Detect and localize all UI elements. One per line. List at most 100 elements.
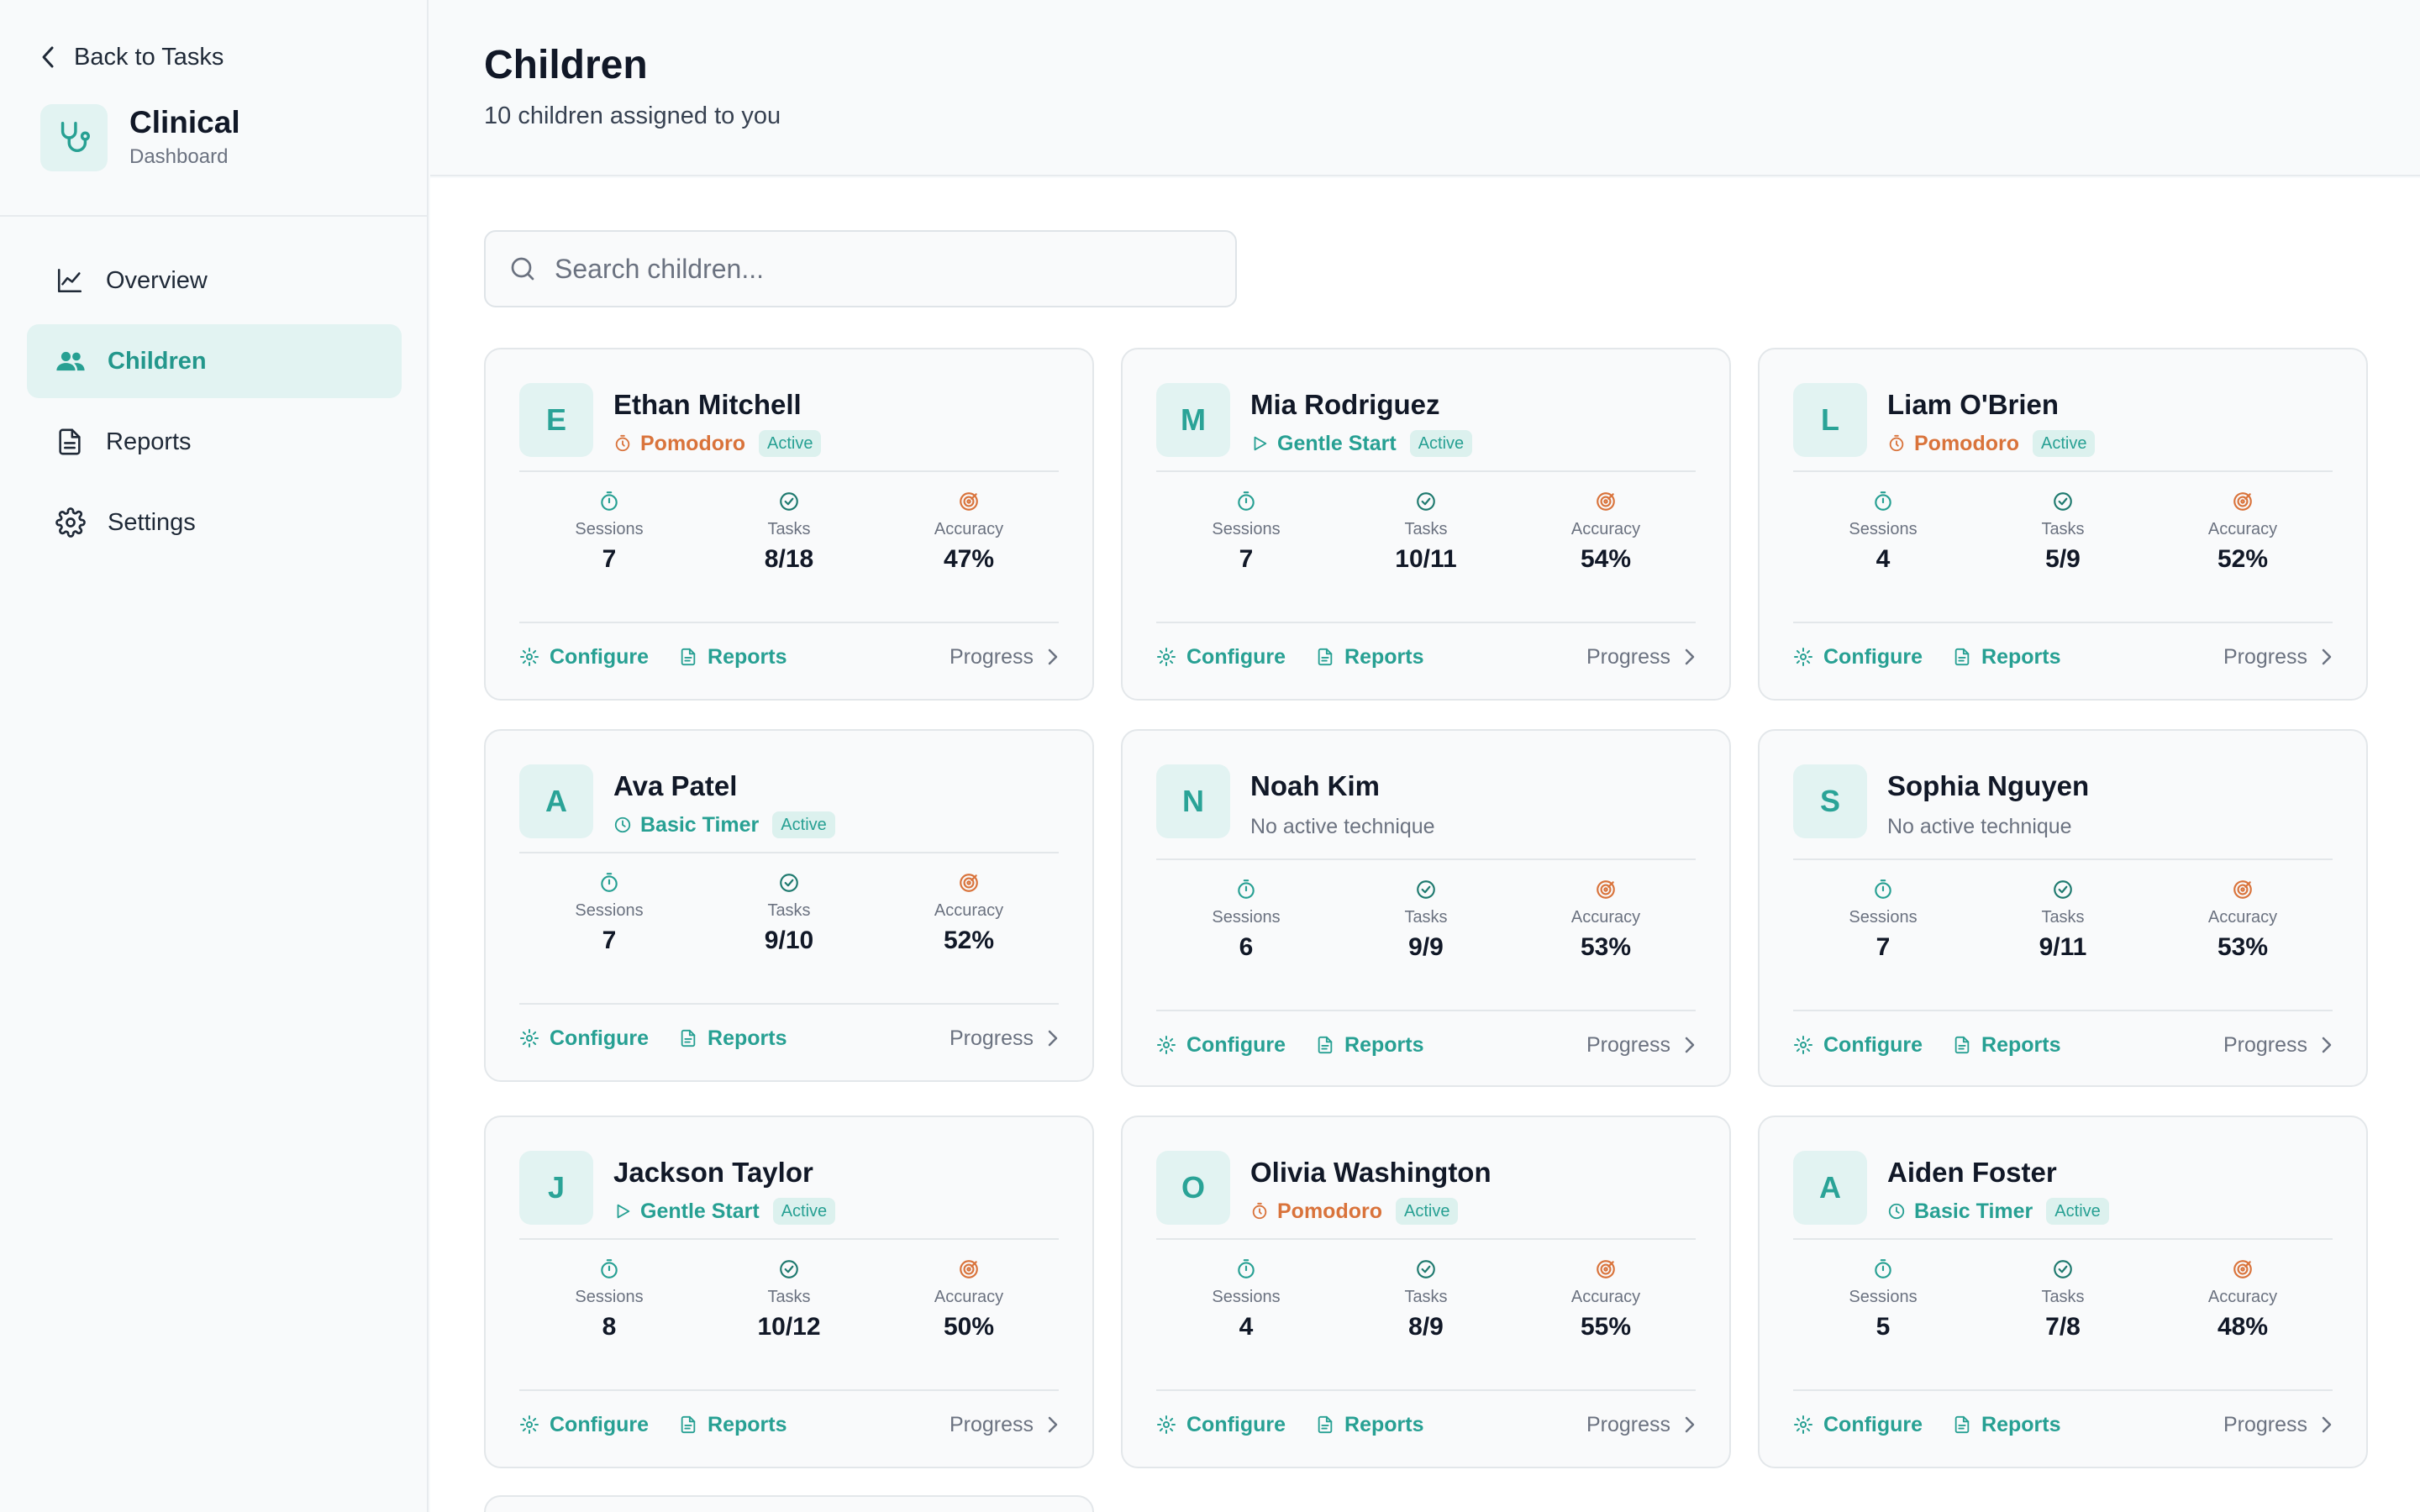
stat-value: 10/11: [1395, 545, 1457, 573]
child-name[interactable]: Olivia Washington: [1250, 1157, 1491, 1188]
stat-tasks: Tasks 10/12: [699, 1258, 879, 1378]
configure-button[interactable]: Configure: [1793, 1413, 1923, 1437]
card-actions: Configure Reports Progress: [519, 1391, 1059, 1458]
gear-icon: [519, 647, 539, 667]
document-icon: [1316, 1415, 1334, 1435]
users-icon: [55, 347, 86, 375]
reports-label: Reports: [1981, 644, 2061, 669]
sidebar-item-children[interactable]: Children: [27, 324, 402, 398]
child-card[interactable]: N Noah Kim No active technique Sessions …: [1121, 729, 1731, 1087]
back-to-tasks-link[interactable]: Back to Tasks: [40, 40, 224, 74]
child-name[interactable]: Ethan Mitchell: [613, 389, 802, 420]
status-badge: Active: [1396, 1198, 1459, 1225]
configure-button[interactable]: Configure: [1793, 645, 1923, 669]
technique-row: Basic Timer Active: [1887, 1196, 2109, 1226]
gear-icon: [1793, 647, 1813, 667]
progress-label: Progress: [949, 644, 1034, 669]
technique-label: Pomodoro: [640, 431, 745, 455]
reports-button[interactable]: Reports: [679, 644, 787, 669]
card-actions: Configure Reports Progress: [1156, 623, 1696, 690]
page-header: Children 10 children assigned to you: [430, 0, 2420, 176]
reports-button[interactable]: Reports: [1316, 1033, 1424, 1058]
stat-accuracy: Accuracy 55%: [1516, 1258, 1696, 1378]
sidebar-item-overview[interactable]: Overview: [27, 244, 402, 318]
configure-button[interactable]: Configure: [519, 1026, 649, 1051]
status-badge: Active: [772, 1198, 836, 1225]
timer-icon: [1872, 879, 1894, 900]
stat-label: Accuracy: [2207, 908, 2278, 927]
progress-link[interactable]: Progress: [950, 1413, 1059, 1437]
progress-link[interactable]: Progress: [950, 645, 1059, 669]
sidebar-item-reports[interactable]: Reports: [27, 405, 402, 479]
stat-label: Tasks: [1404, 908, 1448, 927]
target-icon: [958, 491, 980, 512]
child-name[interactable]: Noah Kim: [1250, 770, 1381, 801]
child-card[interactable]: J Jackson Taylor Gentle Start Active Ses…: [484, 1116, 1094, 1468]
configure-button[interactable]: Configure: [519, 645, 649, 669]
child-name[interactable]: Jackson Taylor: [613, 1157, 813, 1188]
check-circle-icon: [2052, 491, 2074, 512]
sidebar-item-settings[interactable]: Settings: [27, 486, 402, 559]
check-circle-icon: [1415, 879, 1437, 900]
document-icon: [1316, 647, 1334, 667]
search-input[interactable]: [555, 253, 1227, 285]
timer-icon: [1872, 1258, 1894, 1280]
timer-icon: [1235, 1258, 1257, 1280]
configure-button[interactable]: Configure: [519, 1413, 649, 1437]
reports-button[interactable]: Reports: [679, 1413, 787, 1437]
child-name[interactable]: Aiden Foster: [1887, 1157, 2057, 1188]
child-card[interactable]: S Sophia Nguyen No active technique Sess…: [1758, 729, 2368, 1087]
child-name[interactable]: Mia Rodriguez: [1250, 389, 1440, 420]
progress-link[interactable]: Progress: [1586, 1033, 1696, 1058]
progress-link[interactable]: Progress: [1586, 645, 1696, 669]
timer-icon: [598, 491, 620, 512]
reports-button[interactable]: Reports: [1316, 645, 1424, 669]
main-content: E Ethan Mitchell Pomodoro Active Session…: [430, 178, 2420, 1512]
reports-button[interactable]: Reports: [1953, 1413, 2061, 1437]
reports-label: Reports: [708, 644, 787, 669]
configure-button[interactable]: Configure: [1156, 645, 1286, 669]
child-card[interactable]: M Mia Rodriguez Gentle Start Active Sess…: [1121, 348, 1731, 701]
child-name[interactable]: Ava Patel: [613, 770, 738, 801]
reports-button[interactable]: Reports: [1953, 644, 2061, 669]
brand-title: Clinical: [129, 105, 240, 139]
progress-link[interactable]: Progress: [2223, 1033, 2333, 1058]
progress-label: Progress: [1586, 644, 1670, 669]
card-actions: Configure Reports Progress: [1156, 1391, 1696, 1458]
configure-button[interactable]: Configure: [1156, 1413, 1286, 1437]
stat-label: Accuracy: [1570, 1288, 1641, 1306]
progress-link[interactable]: Progress: [950, 1026, 1059, 1051]
card-divider: [1156, 1238, 1696, 1240]
progress-link[interactable]: Progress: [1586, 1413, 1696, 1437]
status-badge: Active: [772, 811, 835, 838]
child-card[interactable]: A Ava Patel Basic Timer Active Sessions …: [484, 729, 1094, 1082]
stat-label: Sessions: [575, 1288, 644, 1306]
reports-button[interactable]: Reports: [679, 1026, 787, 1051]
configure-button[interactable]: Configure: [1793, 1033, 1923, 1058]
chevron-left-icon: [40, 45, 55, 69]
child-card-partial: [484, 1495, 1094, 1512]
stat-label: Accuracy: [934, 901, 1004, 920]
stats-row: Sessions 8 Tasks 10/12 Accuracy 50%: [519, 1240, 1059, 1378]
stat-value: 5: [1876, 1313, 1891, 1341]
stat-accuracy: Accuracy 52%: [2153, 491, 2333, 610]
stat-sessions: Sessions 5: [1793, 1258, 1973, 1378]
child-name[interactable]: Liam O'Brien: [1887, 389, 2060, 420]
stat-value: 8/18: [764, 545, 814, 573]
configure-label: Configure: [1823, 644, 1923, 669]
technique-row: Gentle Start Active: [613, 1196, 836, 1226]
child-card[interactable]: O Olivia Washington Pomodoro Active Sess…: [1121, 1116, 1731, 1468]
child-card[interactable]: L Liam O'Brien Pomodoro Active Sessions …: [1758, 348, 2368, 701]
technique-row: Gentle Start Active: [1250, 428, 1473, 459]
clock-icon: [1887, 1202, 1906, 1221]
child-name[interactable]: Sophia Nguyen: [1887, 770, 2090, 801]
progress-link[interactable]: Progress: [2223, 645, 2333, 669]
child-card[interactable]: E Ethan Mitchell Pomodoro Active Session…: [484, 348, 1094, 701]
progress-link[interactable]: Progress: [2223, 1413, 2333, 1437]
stat-value: 53%: [2217, 933, 2269, 961]
reports-button[interactable]: Reports: [1316, 1413, 1424, 1437]
reports-button[interactable]: Reports: [1953, 1033, 2061, 1058]
child-card[interactable]: A Aiden Foster Basic Timer Active Sessio…: [1758, 1116, 2368, 1468]
stat-value: 9/11: [2039, 933, 2087, 961]
configure-button[interactable]: Configure: [1156, 1033, 1286, 1058]
